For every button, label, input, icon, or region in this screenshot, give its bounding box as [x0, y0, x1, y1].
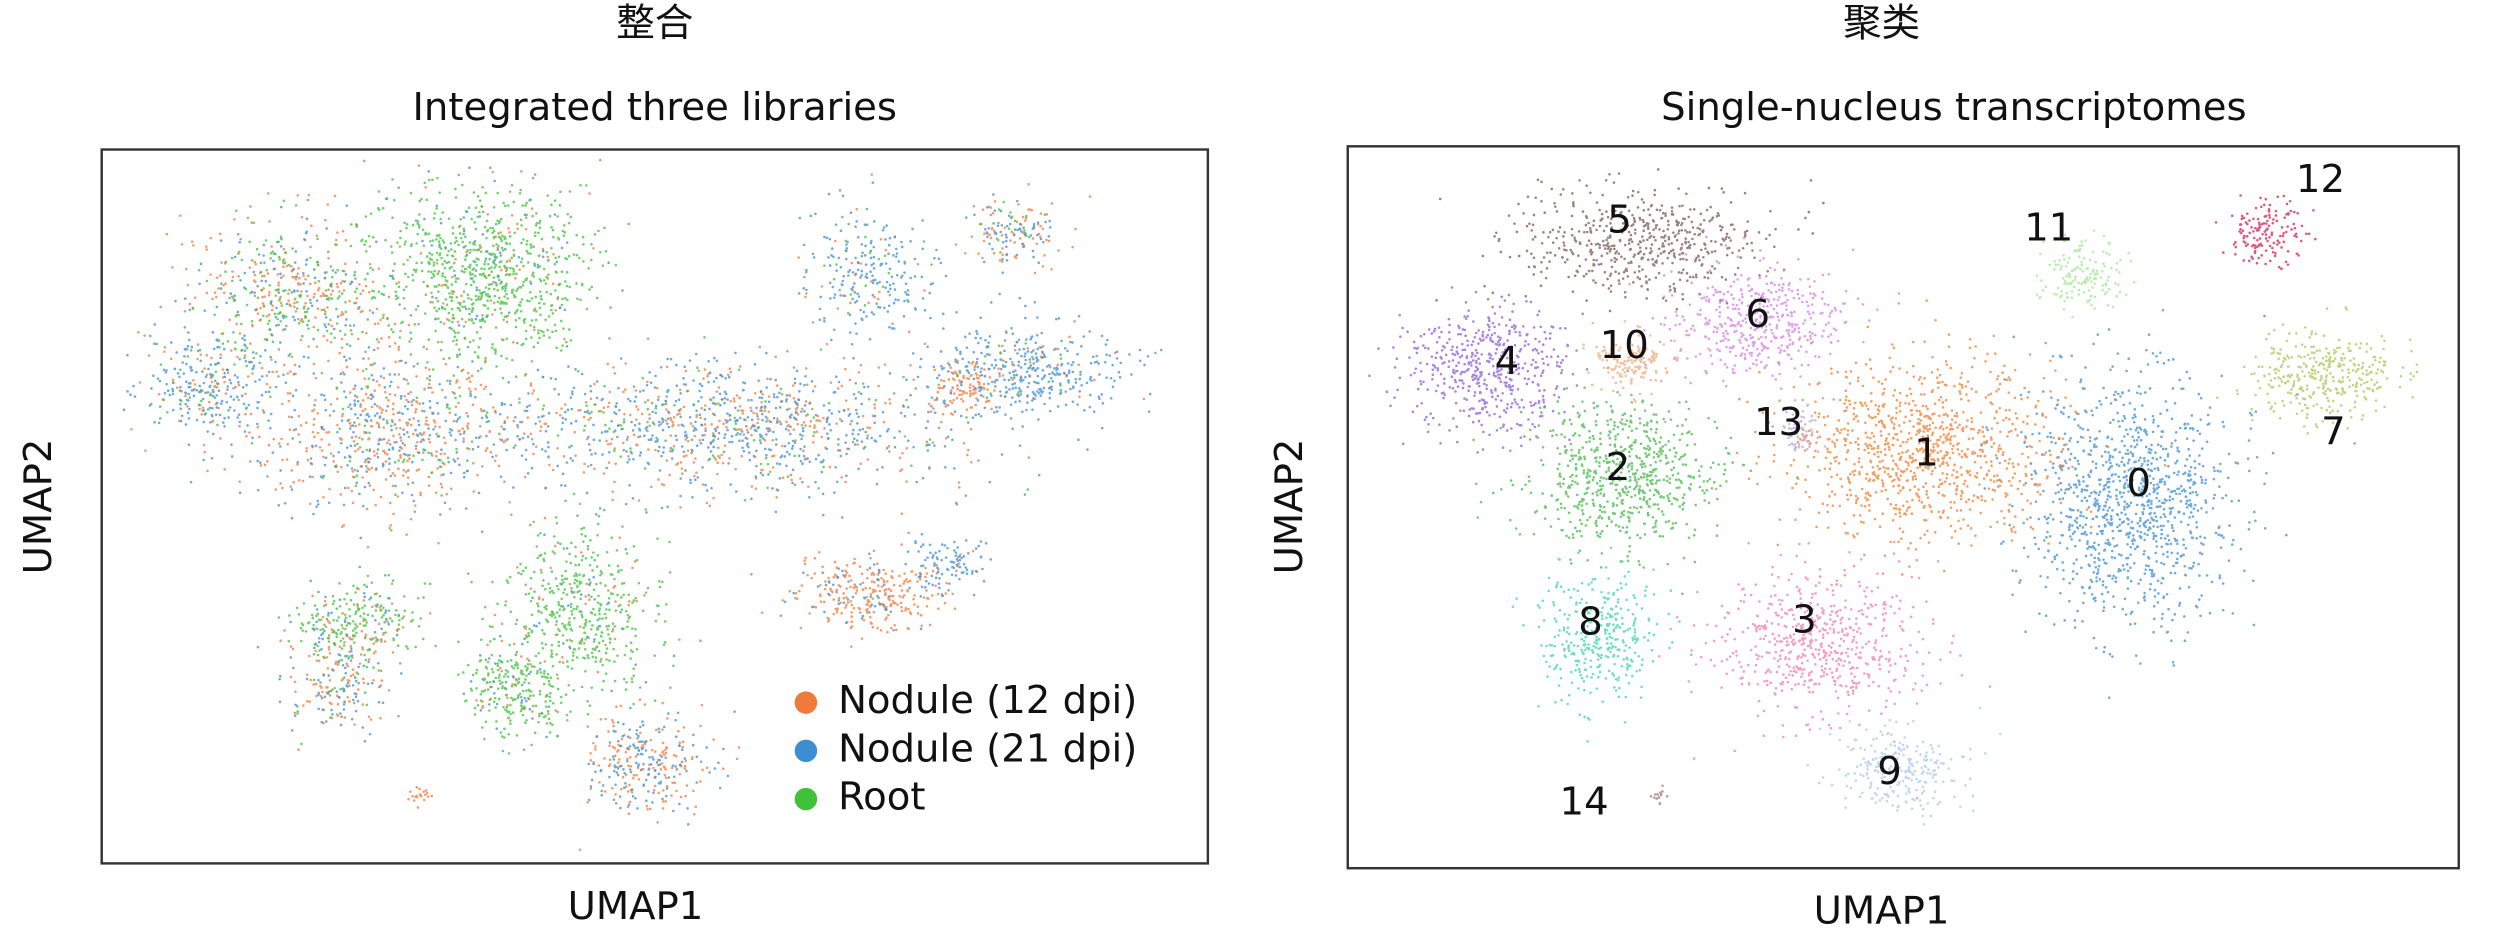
- x-axis-label: UMAP1: [1814, 889, 1950, 934]
- cell-points: [1714, 299, 2167, 586]
- cluster-label: 9: [1877, 749, 1902, 794]
- cluster-label: 4: [1495, 339, 1520, 384]
- cluster-label: 7: [2321, 410, 2346, 455]
- cell-points: [1980, 308, 2356, 699]
- cell-points: [1435, 168, 1825, 313]
- cell-points: [1368, 286, 1589, 454]
- cell-points: [1628, 235, 1901, 424]
- x-axis-label: UMAP1: [568, 884, 704, 929]
- cluster-label: 6: [1745, 292, 1770, 337]
- legend-label: Root: [838, 775, 925, 820]
- cluster-label: 10: [1600, 323, 1649, 368]
- cluster-label: 13: [1754, 400, 1803, 445]
- supertitle: 整合: [616, 1, 693, 46]
- cell-points: [1806, 706, 2002, 826]
- cluster-label: 5: [1607, 197, 1632, 242]
- legend-label: Nodule (12 dpi): [838, 678, 1137, 723]
- cluster-label: 3: [1792, 598, 1817, 643]
- cell-points: [2215, 306, 2419, 435]
- cluster-label: 8: [1578, 599, 1603, 644]
- y-axis-label: UMAP2: [1267, 439, 1312, 575]
- cell-points: [2214, 194, 2317, 271]
- plot-frame: [100, 148, 1210, 865]
- y-axis-label: UMAP2: [16, 439, 61, 575]
- cluster-label: 14: [1560, 779, 1609, 824]
- cell-points: [1582, 319, 1710, 403]
- cell-points: [122, 166, 1163, 826]
- supertitle: 聚类: [1843, 1, 1920, 46]
- cell-points: [1472, 366, 1799, 596]
- cluster-label: 12: [2296, 157, 2345, 202]
- cell-points: [1511, 546, 1693, 743]
- cluster-label: 11: [2024, 205, 2073, 250]
- cluster-label: 0: [2127, 461, 2152, 506]
- cell-points: [1658, 540, 1992, 800]
- cell-points: [159, 158, 1157, 755]
- legend-label: Nodule (21 dpi): [838, 726, 1137, 771]
- cell-points: [2035, 229, 2136, 319]
- legend-marker: [794, 787, 818, 811]
- cluster-label: 2: [1606, 445, 1631, 490]
- plot-frame: [1346, 145, 2460, 870]
- cell-points: [1649, 784, 1669, 806]
- chart-title: Single-nucleus transcriptomes: [1661, 85, 2247, 130]
- cell-points: [1782, 399, 1827, 454]
- legend-marker: [794, 691, 818, 714]
- chart-title: Integrated three libraries: [413, 85, 897, 130]
- cluster-label: 1: [1914, 431, 1939, 476]
- legend-marker: [794, 739, 818, 763]
